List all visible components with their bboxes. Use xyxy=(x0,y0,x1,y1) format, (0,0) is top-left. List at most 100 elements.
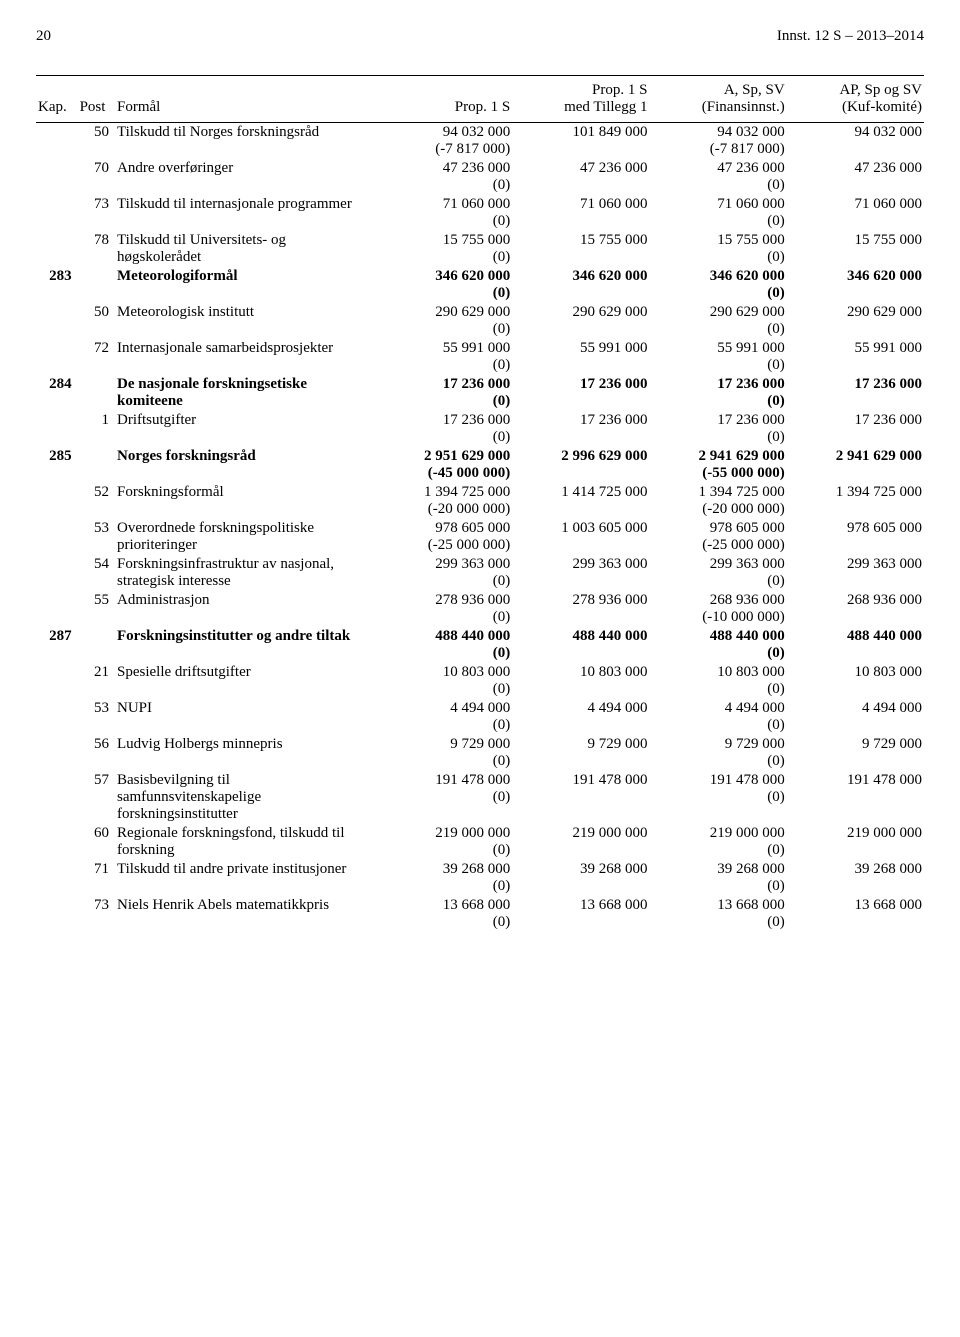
cell-kap xyxy=(36,195,78,231)
cell-formal: Niels Henrik Abels matematikkpris xyxy=(115,896,375,932)
cell-prop1s: 13 668 000(0) xyxy=(375,896,512,932)
table-row: 73Tilskudd til internasjonale programmer… xyxy=(36,195,924,231)
cell-kap xyxy=(36,303,78,339)
cell-kufkomite: 13 668 000 xyxy=(787,896,924,932)
cell-finansinnst: 4 494 000(0) xyxy=(649,699,786,735)
cell-kap: 284 xyxy=(36,375,78,411)
col-tillegg1: Prop. 1 S med Tillegg 1 xyxy=(512,76,649,123)
cell-tillegg1: 55 991 000 xyxy=(512,339,649,375)
cell-finansinnst: 71 060 000(0) xyxy=(649,195,786,231)
cell-post: 50 xyxy=(78,123,115,160)
cell-kufkomite: 4 494 000 xyxy=(787,699,924,735)
cell-prop1s: 9 729 000(0) xyxy=(375,735,512,771)
cell-prop1s: 39 268 000(0) xyxy=(375,860,512,896)
cell-tillegg1: 15 755 000 xyxy=(512,231,649,267)
table-row: 70Andre overføringer47 236 000(0)47 236 … xyxy=(36,159,924,195)
cell-post: 57 xyxy=(78,771,115,824)
cell-kap xyxy=(36,555,78,591)
cell-finansinnst: 15 755 000(0) xyxy=(649,231,786,267)
cell-kufkomite: 978 605 000 xyxy=(787,519,924,555)
cell-kap xyxy=(36,159,78,195)
page-number: 20 xyxy=(36,28,51,45)
cell-formal: Spesielle driftsutgifter xyxy=(115,663,375,699)
cell-prop1s: 191 478 000(0) xyxy=(375,771,512,824)
cell-prop1s: 2 951 629 000(-45 000 000) xyxy=(375,447,512,483)
cell-tillegg1: 219 000 000 xyxy=(512,824,649,860)
cell-formal: Andre overføringer xyxy=(115,159,375,195)
cell-tillegg1: 4 494 000 xyxy=(512,699,649,735)
cell-tillegg1: 10 803 000 xyxy=(512,663,649,699)
cell-post xyxy=(78,375,115,411)
cell-kufkomite: 15 755 000 xyxy=(787,231,924,267)
cell-tillegg1: 299 363 000 xyxy=(512,555,649,591)
cell-prop1s: 488 440 000(0) xyxy=(375,627,512,663)
cell-post xyxy=(78,447,115,483)
cell-formal: Tilskudd til Norges forskningsråd xyxy=(115,123,375,160)
cell-post: 1 xyxy=(78,411,115,447)
cell-formal: Internasjonale samarbeids­prosjekter xyxy=(115,339,375,375)
cell-kufkomite: 488 440 000 xyxy=(787,627,924,663)
table-row: 71Tilskudd til andre private institusjon… xyxy=(36,860,924,896)
cell-kufkomite: 299 363 000 xyxy=(787,555,924,591)
table-header-row: Kap. Post Formål Prop. 1 S Prop. 1 S med… xyxy=(36,76,924,123)
budget-table: Kap. Post Formål Prop. 1 S Prop. 1 S med… xyxy=(36,75,924,932)
cell-tillegg1: 17 236 000 xyxy=(512,375,649,411)
table-row: 54Forskningsinfrastruktur av nasjonal, s… xyxy=(36,555,924,591)
cell-kap: 285 xyxy=(36,447,78,483)
cell-kap xyxy=(36,735,78,771)
cell-kufkomite: 55 991 000 xyxy=(787,339,924,375)
cell-kap xyxy=(36,663,78,699)
col-kufkomite: AP, Sp og SV (Kuf-komité) xyxy=(787,76,924,123)
cell-finansinnst: 1 394 725 000(-20 000 000) xyxy=(649,483,786,519)
cell-formal: Meteorologisk institutt xyxy=(115,303,375,339)
cell-finansinnst: 10 803 000(0) xyxy=(649,663,786,699)
cell-kufkomite: 71 060 000 xyxy=(787,195,924,231)
table-row: 21Spesielle driftsutgifter10 803 000(0)1… xyxy=(36,663,924,699)
cell-kufkomite: 290 629 000 xyxy=(787,303,924,339)
cell-kap xyxy=(36,483,78,519)
cell-tillegg1: 71 060 000 xyxy=(512,195,649,231)
cell-tillegg1: 47 236 000 xyxy=(512,159,649,195)
cell-kap xyxy=(36,123,78,160)
cell-finansinnst: 219 000 000(0) xyxy=(649,824,786,860)
cell-prop1s: 55 991 000(0) xyxy=(375,339,512,375)
table-row: 52Forskningsformål1 394 725 000(-20 000 … xyxy=(36,483,924,519)
cell-formal: Forskningsinfrastruktur av nasjonal, str… xyxy=(115,555,375,591)
cell-kap xyxy=(36,860,78,896)
cell-post xyxy=(78,267,115,303)
cell-formal: Meteorologiformål xyxy=(115,267,375,303)
cell-prop1s: 278 936 000(0) xyxy=(375,591,512,627)
cell-prop1s: 4 494 000(0) xyxy=(375,699,512,735)
table-row: 53Overordnede forsknings­politiske prior… xyxy=(36,519,924,555)
cell-kap xyxy=(36,771,78,824)
cell-tillegg1: 1 003 605 000 xyxy=(512,519,649,555)
cell-finansinnst: 290 629 000(0) xyxy=(649,303,786,339)
cell-post: 50 xyxy=(78,303,115,339)
cell-post: 52 xyxy=(78,483,115,519)
col-formal: Formål xyxy=(115,76,375,123)
table-row: 287Forskningsinstitutter og andre tiltak… xyxy=(36,627,924,663)
cell-post: 72 xyxy=(78,339,115,375)
cell-prop1s: 299 363 000(0) xyxy=(375,555,512,591)
cell-formal: Overordnede forsknings­politiske priorit… xyxy=(115,519,375,555)
cell-kap: 287 xyxy=(36,627,78,663)
cell-prop1s: 71 060 000(0) xyxy=(375,195,512,231)
cell-finansinnst: 17 236 000(0) xyxy=(649,375,786,411)
cell-prop1s: 290 629 000(0) xyxy=(375,303,512,339)
cell-post: 53 xyxy=(78,519,115,555)
cell-finansinnst: 13 668 000(0) xyxy=(649,896,786,932)
cell-post: 54 xyxy=(78,555,115,591)
cell-tillegg1: 278 936 000 xyxy=(512,591,649,627)
cell-tillegg1: 290 629 000 xyxy=(512,303,649,339)
cell-kufkomite: 219 000 000 xyxy=(787,824,924,860)
cell-tillegg1: 2 996 629 000 xyxy=(512,447,649,483)
col-finansinnst: A, Sp, SV (Finansinnst.) xyxy=(649,76,786,123)
cell-post: 60 xyxy=(78,824,115,860)
table-row: 78Tilskudd til Universitets- og høgskole… xyxy=(36,231,924,267)
cell-finansinnst: 39 268 000(0) xyxy=(649,860,786,896)
cell-formal: Norges forskningsråd xyxy=(115,447,375,483)
cell-post: 55 xyxy=(78,591,115,627)
cell-tillegg1: 9 729 000 xyxy=(512,735,649,771)
col-prop1s: Prop. 1 S xyxy=(375,76,512,123)
cell-tillegg1: 101 849 000 xyxy=(512,123,649,160)
